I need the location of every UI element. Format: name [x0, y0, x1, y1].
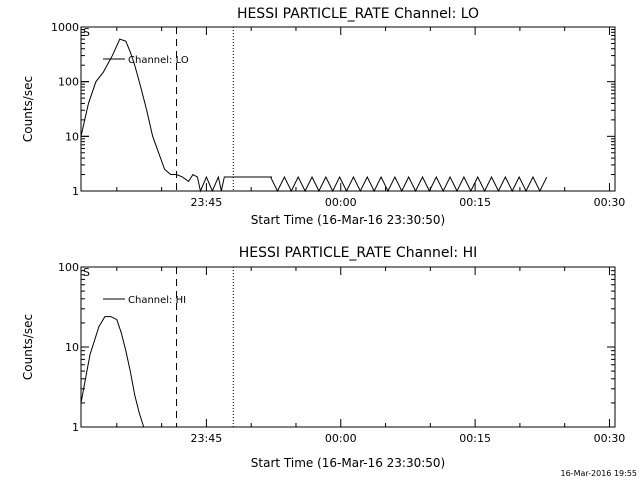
y-axis-label: Counts/sec: [21, 314, 35, 380]
y-tick-label: 1: [72, 421, 79, 434]
panel-channel-hi: HESSI PARTICLE_RATE Channel: HI Start Tim…: [21, 245, 626, 470]
plot-frame: [80, 266, 616, 428]
time-marker-label: S: [83, 26, 90, 39]
legend-label: Channel: LO: [128, 55, 189, 66]
plot-frame: [80, 26, 616, 192]
series-line: [80, 38, 548, 193]
x-tick-label: 00:00: [325, 432, 357, 445]
time-marker-label: S: [83, 266, 90, 279]
x-tick-label: 00:00: [325, 196, 357, 209]
series-line: [80, 316, 145, 428]
y-tick-label: 10: [65, 130, 79, 143]
legend-label: Channel: HI: [128, 295, 186, 306]
x-tick-label: 00:15: [459, 196, 491, 209]
y-tick-label: 100: [58, 76, 79, 89]
x-tick-label: 23:45: [191, 196, 223, 209]
footer-timestamp: 16-Mar-2016 19:55: [561, 469, 638, 478]
y-tick-label: 100: [58, 261, 79, 274]
x-tick-label: 23:45: [191, 432, 223, 445]
x-tick-label: 00:30: [594, 196, 626, 209]
y-tick-label: 10: [65, 341, 79, 354]
x-tick-label: 00:30: [594, 432, 626, 445]
panel-channel-lo: HESSI PARTICLE_RATE Channel: LO Start Tim…: [21, 6, 626, 227]
chart-title: HESSI PARTICLE_RATE Channel: HI: [239, 245, 477, 261]
chart-title: HESSI PARTICLE_RATE Channel: LO: [237, 6, 479, 22]
y-axis-label: Counts/sec: [21, 76, 35, 142]
x-axis-label: Start Time (16-Mar-16 23:30:50): [251, 456, 445, 470]
y-tick-label: 1000: [51, 21, 79, 34]
x-tick-label: 00:15: [459, 432, 491, 445]
x-axis-label: Start Time (16-Mar-16 23:30:50): [251, 213, 445, 227]
y-tick-label: 1: [72, 185, 79, 198]
